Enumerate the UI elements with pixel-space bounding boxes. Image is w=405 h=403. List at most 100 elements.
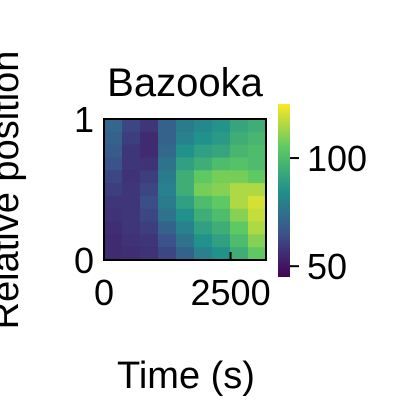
heatmap-cell: [248, 221, 267, 235]
heatmap-cell: [212, 183, 231, 197]
heatmap-cell: [194, 170, 213, 184]
heatmap-cell: [212, 247, 231, 261]
heatmap-cell: [140, 247, 159, 261]
x-axis-label: Time (s): [117, 355, 255, 397]
heatmap-cell: [104, 157, 123, 171]
heatmap-cell: [212, 157, 231, 171]
heatmap-cell: [158, 221, 177, 235]
heatmap-cell: [230, 208, 249, 223]
heatmap-cell: [158, 195, 177, 210]
heatmap-cell: [230, 144, 249, 159]
heatmap-cell: [140, 234, 159, 248]
heatmap-cell: [158, 247, 177, 261]
heatmap-cell: [158, 208, 177, 223]
heatmap-cell: [248, 144, 267, 159]
y-axis-label: Relative position: [0, 51, 27, 330]
heatmap-cell: [122, 247, 141, 261]
heatmap-cell: [230, 131, 249, 146]
heatmap-cell: [158, 157, 177, 171]
heatmap-cell: [158, 183, 177, 197]
heatmap-cell: [248, 131, 267, 146]
heatmap-cell: [104, 208, 123, 223]
heatmap-cell: [140, 170, 159, 184]
heatmap-cell: [104, 119, 123, 133]
heatmap-cell: [140, 208, 159, 223]
heatmap-cell: [140, 144, 159, 159]
y-tick-label: 0: [74, 240, 94, 281]
heatmap-cell: [248, 119, 267, 133]
heatmap-cell: [212, 170, 231, 184]
heatmap-cell: [176, 234, 195, 248]
heatmap-cell: [212, 221, 231, 235]
heatmap-cell: [194, 247, 213, 261]
heatmap-cell: [104, 131, 123, 146]
heatmap-cell: [194, 234, 213, 248]
heatmap-cell: [104, 247, 123, 261]
heatmap-cell: [104, 221, 123, 235]
heatmap-cell: [140, 157, 159, 171]
heatmap-cell: [122, 170, 141, 184]
heatmap-cell: [140, 221, 159, 235]
heatmap-cell: [248, 157, 267, 171]
heatmap-cell: [230, 195, 249, 210]
heatmap-cells: [104, 119, 267, 261]
colorbar: [278, 104, 290, 277]
heatmap-cell: [122, 131, 141, 146]
x-tick-label: 2500: [191, 272, 271, 313]
heatmap-cell: [194, 195, 213, 210]
heatmap-cell: [122, 144, 141, 159]
heatmap-cell: [212, 144, 231, 159]
y-tick-label: 1: [74, 99, 94, 140]
heatmap-cell: [158, 119, 177, 133]
heatmap-cell: [176, 221, 195, 235]
heatmap-cell: [158, 144, 177, 159]
colorbar-tick-label: 50: [307, 246, 347, 287]
heatmap-cell: [104, 183, 123, 197]
heatmap-cell: [140, 195, 159, 210]
colorbar-ticks: 50 100: [290, 138, 367, 287]
heatmap-cell: [122, 119, 141, 133]
heatmap-cell: [140, 183, 159, 197]
heatmap-cell: [176, 247, 195, 261]
heatmap-cell: [212, 208, 231, 223]
heatmap-cell: [122, 183, 141, 197]
heatmap-cell: [122, 234, 141, 248]
heatmap-cell: [176, 144, 195, 159]
heatmap-cell: [176, 170, 195, 184]
heatmap-cell: [176, 195, 195, 210]
heatmap-cell: [230, 234, 249, 248]
heatmap-cell: [194, 131, 213, 146]
heatmap-cell: [248, 183, 267, 197]
heatmap-cell: [158, 170, 177, 184]
heatmap-cell: [194, 144, 213, 159]
heatmap-cell: [212, 131, 231, 146]
heatmap-cell: [194, 157, 213, 171]
heatmap-cell: [158, 234, 177, 248]
heatmap-cell: [230, 119, 249, 133]
heatmap-cell: [122, 208, 141, 223]
heatmap-cell: [122, 157, 141, 171]
heatmap-cell: [230, 170, 249, 184]
heatmap-cell: [176, 119, 195, 133]
chart-title: Bazooka: [107, 61, 263, 105]
heatmap-cell: [194, 221, 213, 235]
heatmap-cell: [248, 170, 267, 184]
heatmap-cell: [230, 183, 249, 197]
heatmap-cell: [248, 234, 267, 248]
heatmap-cell: [248, 247, 267, 261]
heatmap-cell: [194, 183, 213, 197]
heatmap-cell: [176, 183, 195, 197]
x-axis-ticks: 0 2500: [94, 252, 271, 313]
heatmap-cell: [158, 131, 177, 146]
heatmap-cell: [212, 119, 231, 133]
heatmap-cell: [176, 208, 195, 223]
colorbar-tick-label: 100: [307, 138, 367, 179]
heatmap-cell: [230, 157, 249, 171]
heatmap-cell: [104, 195, 123, 210]
heatmap-cell: [212, 195, 231, 210]
heatmap-cell: [140, 119, 159, 133]
heatmap-cell: [176, 157, 195, 171]
heatmap-cell: [122, 195, 141, 210]
plot-frame: [103, 118, 267, 261]
